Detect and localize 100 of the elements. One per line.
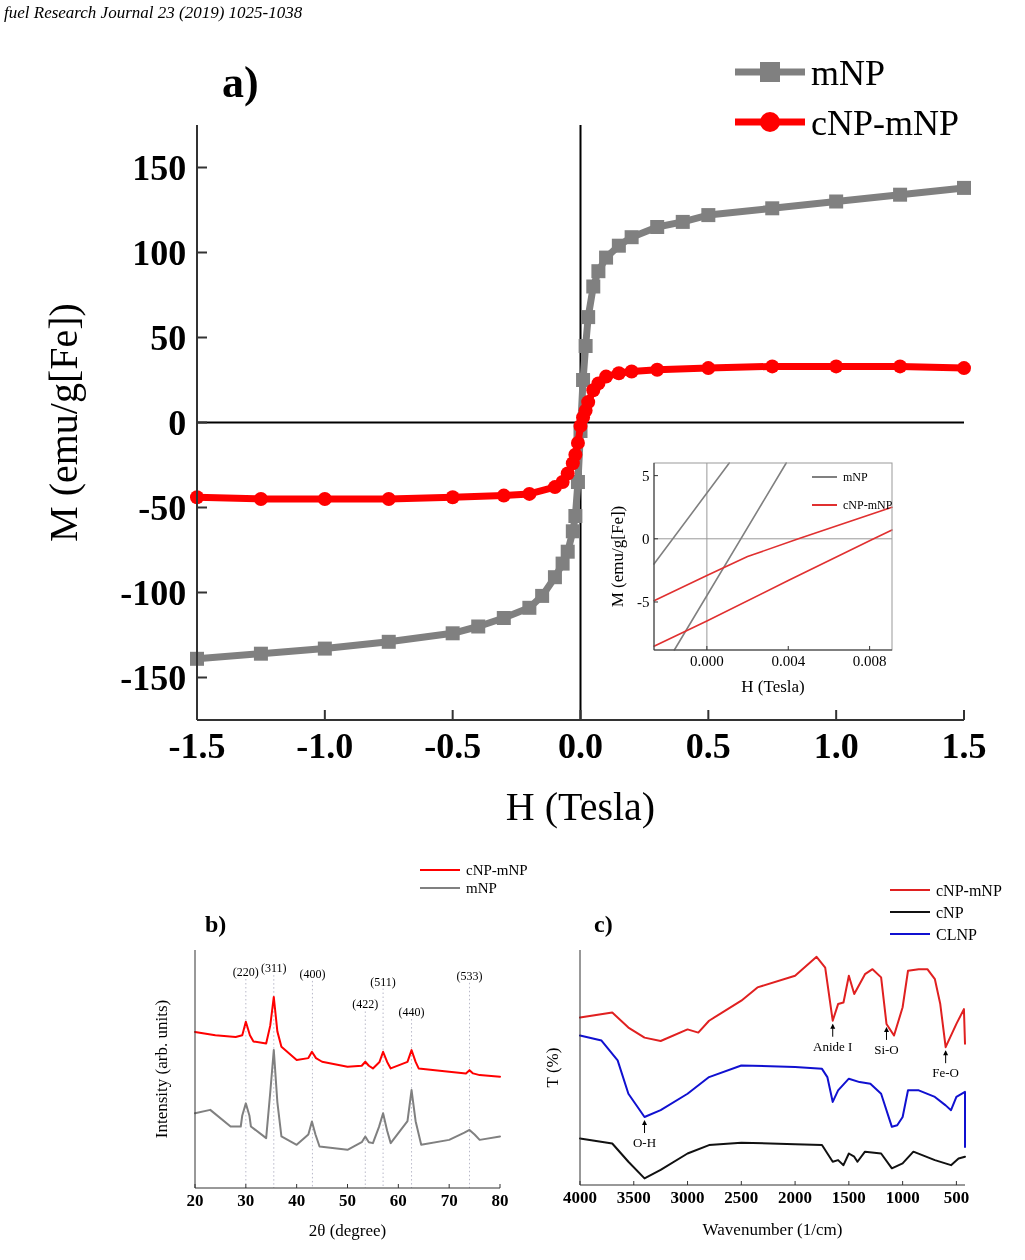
y-tick-label: -50 (138, 488, 187, 529)
x-tick-label: 4000 (563, 1187, 597, 1207)
x-axis-title: 2θ (degree) (308, 1221, 387, 1240)
point (381, 634, 396, 649)
point (570, 475, 585, 489)
x-tick-label: 70 (440, 1190, 458, 1210)
x-tick-label: 1.0 (813, 725, 859, 766)
point (650, 220, 665, 234)
chart-title: a) (222, 58, 259, 107)
legend-label: CLNP (936, 925, 977, 943)
chart-title: b) (205, 911, 227, 937)
point (599, 250, 614, 265)
y-axis-title: T (%) (543, 1047, 562, 1088)
legend-label: cNP-mNP (811, 102, 960, 143)
point (496, 488, 511, 503)
point (829, 194, 844, 209)
legend-label: mNP (466, 880, 497, 897)
legend-label: mNP (811, 52, 886, 93)
point (829, 359, 844, 374)
x-tick-label: 2000 (778, 1187, 813, 1207)
point (445, 490, 460, 505)
point (253, 646, 268, 661)
point (445, 626, 460, 641)
x-tick-label: 50 (339, 1190, 356, 1210)
x-tick-label: 20 (186, 1190, 204, 1210)
point (560, 544, 575, 559)
x-tick-label: 80 (491, 1190, 509, 1210)
point (381, 492, 396, 506)
point (893, 187, 908, 202)
point (765, 359, 780, 374)
point (535, 588, 550, 603)
point (599, 369, 614, 384)
x-tick-label: 40 (288, 1190, 306, 1210)
annotation: (400) (299, 966, 326, 981)
legend-label: cNP-mNP (466, 862, 528, 879)
point (701, 208, 716, 223)
x-tick-label: 0.000 (690, 652, 724, 669)
x-tick-label: 1500 (831, 1187, 866, 1207)
y-tick-label: 100 (132, 233, 187, 274)
chart-title: c) (594, 911, 613, 937)
x-tick-label: 30 (237, 1190, 255, 1210)
x-tick-label: 3000 (670, 1187, 705, 1207)
point (555, 556, 570, 571)
x-tick-label: 2500 (724, 1187, 759, 1207)
point (701, 361, 716, 376)
y-axis-title: M (emu/g[Fe]) (608, 505, 627, 608)
x-tick-label: 60 (389, 1190, 407, 1210)
annotation: (311) (261, 961, 287, 976)
point (522, 486, 537, 501)
point (957, 361, 971, 376)
x-tick-label: 0.0 (558, 725, 603, 766)
point (576, 373, 591, 387)
y-axis-title: Intensity (arb. units) (152, 999, 171, 1139)
y-tick-label: 50 (150, 318, 187, 359)
point (547, 570, 562, 585)
point (586, 279, 601, 294)
point (565, 524, 580, 539)
x-tick-label: 1.5 (941, 725, 987, 766)
annotation: Fe-O (932, 1065, 959, 1081)
point (624, 230, 639, 245)
legend-label: cNP (936, 903, 964, 921)
point (957, 180, 971, 195)
point (675, 214, 690, 229)
legend-label: cNP-mNP (843, 498, 893, 513)
point (560, 466, 575, 481)
y-tick-label: -150 (120, 658, 187, 699)
y-tick-label: 5 (642, 467, 650, 484)
text: fuel Research Journal 23 (2019) 1025-1038 (4, 3, 303, 22)
x-tick-label: 500 (943, 1187, 970, 1207)
x-axis-title: H (Tesla) (741, 677, 805, 696)
annotation: (533) (456, 968, 483, 983)
point (611, 366, 626, 381)
x-tick-label: 0.008 (852, 652, 887, 669)
point (570, 435, 585, 450)
point (650, 362, 665, 377)
point (253, 492, 268, 506)
x-tick-label: 0.004 (771, 652, 806, 669)
annotation: (422) (352, 997, 379, 1012)
point (591, 264, 606, 279)
y-tick-label: 150 (132, 148, 187, 189)
x-tick-label: 0.5 (685, 725, 731, 766)
y-tick-label: -5 (637, 594, 650, 611)
x-tick-label: -0.5 (424, 725, 482, 766)
point (765, 201, 780, 216)
annotation: Anide I (813, 1038, 853, 1054)
point (611, 238, 626, 253)
point (317, 492, 332, 506)
point (496, 611, 511, 625)
point (581, 395, 596, 410)
y-tick-label: 0 (642, 531, 650, 548)
point (522, 600, 537, 615)
point (568, 447, 583, 462)
y-axis-title: M (emu/g[Fe]) (41, 303, 86, 542)
annotation: (511) (370, 974, 396, 989)
legend-label: cNP-mNP (936, 881, 1002, 899)
annotation: (440) (398, 1005, 425, 1020)
annotation: (220) (232, 964, 259, 979)
point (471, 619, 486, 634)
x-tick-label: -1.5 (168, 725, 226, 766)
x-axis-title: H (Tesla) (505, 784, 656, 829)
